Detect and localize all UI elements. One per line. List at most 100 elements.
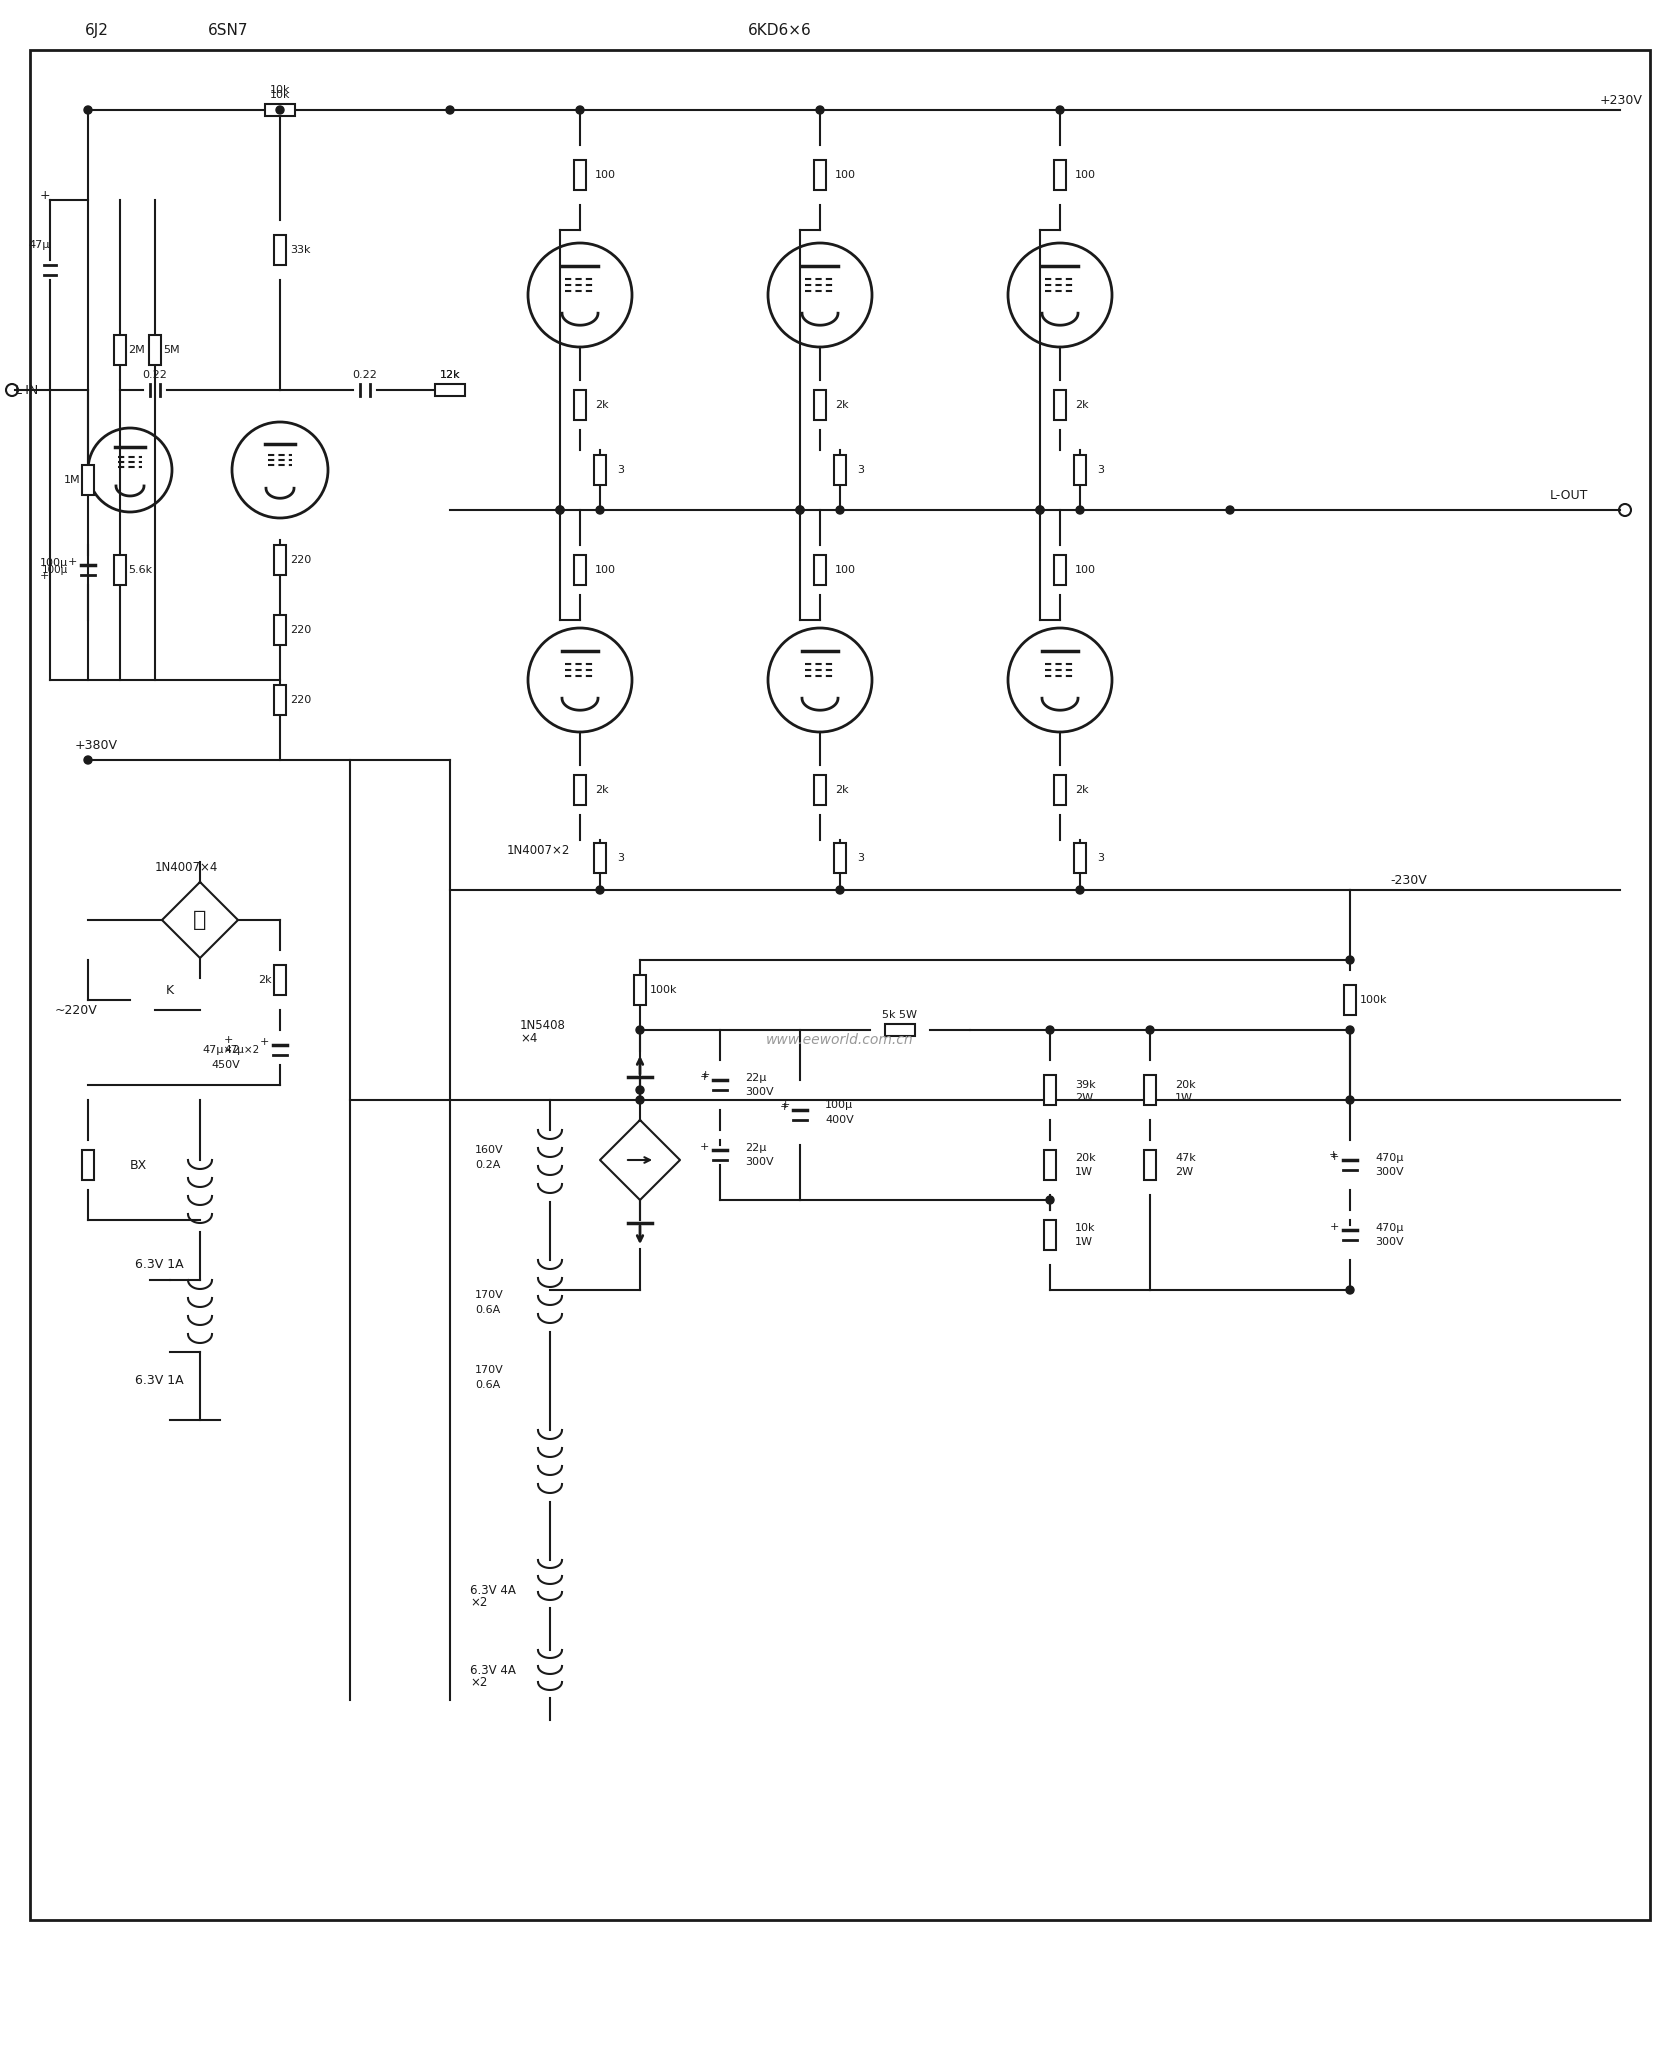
Circle shape: [1225, 507, 1233, 513]
Circle shape: [635, 1086, 643, 1094]
Text: 47µ×2: 47µ×2: [202, 1045, 240, 1055]
Text: 100k: 100k: [650, 985, 677, 995]
Circle shape: [556, 507, 564, 513]
Text: 100µ: 100µ: [40, 559, 69, 569]
Text: +: +: [699, 1142, 709, 1152]
Text: 1N4007×4: 1N4007×4: [155, 861, 218, 874]
Text: 160V: 160V: [475, 1146, 504, 1154]
Text: +: +: [40, 188, 50, 202]
Text: +: +: [1327, 1150, 1337, 1160]
Bar: [274, 684, 286, 715]
Bar: [833, 455, 845, 484]
Text: -230V: -230V: [1389, 874, 1426, 886]
Text: +: +: [67, 556, 77, 567]
Text: 6J2: 6J2: [86, 23, 109, 37]
Text: 1W: 1W: [1174, 1092, 1193, 1103]
Text: 2k: 2k: [259, 975, 272, 985]
Text: 22µ: 22µ: [744, 1074, 766, 1082]
Text: 20k: 20k: [1075, 1152, 1095, 1162]
Text: ×4: ×4: [519, 1030, 538, 1045]
Text: 220: 220: [291, 554, 311, 565]
Circle shape: [1346, 956, 1352, 965]
Circle shape: [1146, 1026, 1152, 1035]
Text: 100: 100: [595, 565, 615, 575]
Bar: [1144, 1150, 1156, 1181]
Circle shape: [576, 105, 583, 113]
Text: 100k: 100k: [1359, 995, 1386, 1006]
Bar: [114, 554, 126, 585]
Text: 6.3V 1A: 6.3V 1A: [134, 1259, 183, 1272]
Text: 5M: 5M: [163, 344, 180, 354]
Bar: [573, 390, 586, 420]
Circle shape: [635, 1096, 643, 1105]
Text: 2k: 2k: [835, 785, 848, 796]
Bar: [593, 455, 605, 484]
Text: 6.3V 4A: 6.3V 4A: [470, 1583, 516, 1597]
Text: 2k: 2k: [1075, 400, 1089, 410]
Bar: [884, 1024, 914, 1037]
Bar: [1043, 1150, 1055, 1181]
Text: 3: 3: [857, 853, 864, 864]
Text: 1M: 1M: [64, 474, 81, 484]
Text: 5.6k: 5.6k: [128, 565, 151, 575]
Bar: [573, 161, 586, 190]
Text: 170V: 170V: [475, 1364, 504, 1375]
Bar: [1053, 554, 1065, 585]
Text: 300V: 300V: [744, 1156, 773, 1167]
Bar: [573, 775, 586, 806]
Circle shape: [84, 105, 92, 113]
Circle shape: [796, 507, 803, 513]
Text: 12k: 12k: [440, 371, 460, 379]
Text: 300V: 300V: [1374, 1237, 1403, 1247]
Bar: [813, 390, 825, 420]
Text: 39k: 39k: [1075, 1080, 1095, 1090]
Text: +380V: +380V: [76, 738, 118, 752]
Text: 2W: 2W: [1174, 1167, 1193, 1177]
Circle shape: [1346, 1026, 1352, 1035]
Text: 450V: 450V: [212, 1059, 240, 1070]
Text: +: +: [223, 1035, 234, 1045]
Bar: [1074, 455, 1085, 484]
Text: 2W: 2W: [1075, 1092, 1092, 1103]
Text: +230V: +230V: [1599, 93, 1641, 107]
Bar: [274, 614, 286, 645]
Text: 100: 100: [1075, 169, 1095, 179]
Text: 1W: 1W: [1075, 1237, 1092, 1247]
Text: 170V: 170V: [475, 1290, 504, 1300]
Bar: [1074, 843, 1085, 874]
Bar: [435, 383, 465, 396]
Text: 3: 3: [617, 853, 623, 864]
Circle shape: [556, 507, 564, 513]
Text: 5k 5W: 5k 5W: [882, 1010, 917, 1020]
Text: ×2: ×2: [470, 1597, 487, 1610]
Text: +: +: [701, 1070, 709, 1080]
Text: 20k: 20k: [1174, 1080, 1194, 1090]
Bar: [1053, 390, 1065, 420]
Bar: [274, 965, 286, 995]
Text: +: +: [780, 1103, 788, 1113]
Text: BX: BX: [129, 1158, 148, 1171]
Text: www.eeworld.com.cn: www.eeworld.com.cn: [766, 1033, 914, 1047]
Bar: [1043, 1076, 1055, 1105]
Text: 22µ: 22µ: [744, 1144, 766, 1152]
Bar: [633, 975, 645, 1006]
Bar: [813, 161, 825, 190]
Text: 10k: 10k: [269, 91, 291, 101]
Bar: [82, 466, 94, 495]
Text: 0.22: 0.22: [143, 371, 168, 379]
Text: 3: 3: [617, 466, 623, 474]
Text: 100µ: 100µ: [42, 565, 67, 575]
Circle shape: [1075, 886, 1084, 894]
Circle shape: [1346, 1096, 1352, 1105]
Bar: [813, 554, 825, 585]
Bar: [274, 235, 286, 266]
Text: 0.22: 0.22: [353, 371, 378, 379]
Text: 470µ: 470µ: [1374, 1152, 1403, 1162]
Text: +: +: [1329, 1222, 1339, 1232]
Bar: [114, 336, 126, 365]
Text: 1W: 1W: [1075, 1167, 1092, 1177]
Bar: [265, 103, 294, 115]
Circle shape: [1045, 1026, 1053, 1035]
Circle shape: [1035, 507, 1043, 513]
Text: 3: 3: [857, 466, 864, 474]
